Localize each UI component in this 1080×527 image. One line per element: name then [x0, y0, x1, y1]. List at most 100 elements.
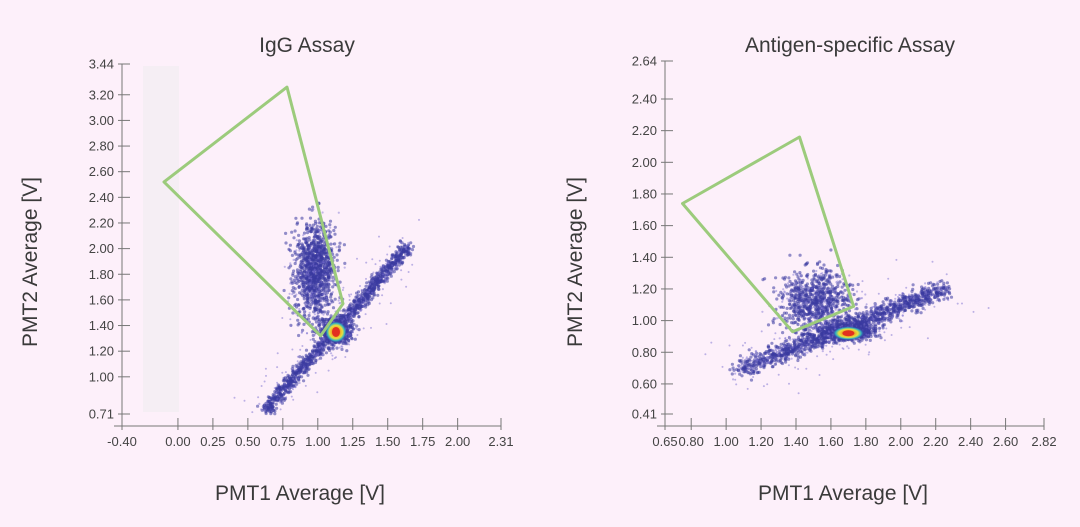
- outlier-point: [348, 343, 351, 346]
- data-point: [317, 221, 321, 225]
- data-point: [327, 285, 331, 290]
- data-point: [292, 236, 296, 240]
- data-point: [317, 276, 321, 280]
- data-point: [382, 274, 386, 278]
- data-point: [732, 378, 735, 381]
- data-point: [317, 256, 320, 259]
- data-point: [302, 245, 306, 249]
- y-tick-label: 3.00: [89, 113, 114, 128]
- data-point: [284, 241, 288, 245]
- data-point: [326, 257, 330, 261]
- data-point: [305, 272, 308, 275]
- data-point: [336, 265, 340, 269]
- data-point: [320, 292, 324, 297]
- data-point: [316, 249, 320, 253]
- data-point: [315, 258, 320, 263]
- data-point: [335, 346, 339, 350]
- data-point: [309, 354, 314, 358]
- data-point: [406, 244, 409, 247]
- data-point: [330, 247, 334, 251]
- data-point: [273, 412, 277, 416]
- data-point: [308, 359, 312, 363]
- data-point: [318, 249, 321, 253]
- data-point: [298, 286, 301, 289]
- outlier-point: [349, 314, 352, 317]
- data-point: [306, 290, 309, 293]
- outlier-point: [356, 257, 358, 260]
- data-point: [313, 219, 317, 223]
- y-tick-label: 1.80: [632, 186, 657, 201]
- data-point: [269, 409, 273, 414]
- data-point: [343, 266, 346, 269]
- data-point: [338, 313, 342, 317]
- data-point: [381, 288, 384, 291]
- outlier-point: [350, 293, 353, 296]
- data-point: [392, 270, 396, 274]
- data-point: [328, 219, 333, 223]
- data-point: [295, 249, 298, 252]
- data-point: [320, 305, 324, 309]
- data-point: [296, 323, 300, 327]
- data-point: [298, 265, 302, 269]
- data-point: [321, 261, 324, 264]
- data-point: [303, 367, 306, 370]
- data-point: [296, 256, 300, 260]
- outlier-point: [299, 348, 302, 351]
- data-point: [293, 279, 297, 282]
- data-point: [297, 285, 301, 289]
- outlier-point: [306, 332, 308, 335]
- y-tick-label: 2.40: [632, 91, 657, 106]
- data-point: [321, 287, 325, 291]
- data-point: [319, 356, 323, 360]
- data-point: [745, 357, 748, 360]
- data-point: [296, 242, 300, 247]
- data-point: [311, 301, 314, 304]
- data-point: [305, 370, 309, 374]
- outlier-point: [401, 237, 404, 239]
- data-point: [264, 411, 268, 416]
- data-point: [383, 282, 386, 285]
- outlier-point: [369, 283, 372, 285]
- data-point: [326, 289, 329, 292]
- data-point: [324, 339, 328, 343]
- data-point: [369, 298, 374, 302]
- x-tick-label: 1.50: [375, 434, 400, 449]
- data-point: [329, 242, 333, 246]
- data-point: [292, 258, 295, 261]
- data-point: [303, 264, 307, 268]
- data-point: [307, 313, 311, 318]
- outlier-point: [356, 328, 359, 331]
- data-point: [297, 277, 300, 280]
- outlier-point: [331, 354, 334, 357]
- data-point: [262, 409, 265, 412]
- y-tick-label: 2.20: [632, 123, 657, 138]
- data-point: [297, 233, 301, 237]
- data-point: [930, 284, 935, 288]
- outlier-point: [290, 395, 293, 398]
- data-point: [360, 291, 364, 296]
- data-point: [355, 311, 359, 315]
- outlier-point: [338, 346, 341, 349]
- data-point: [271, 408, 275, 412]
- data-point: [288, 249, 292, 253]
- data-point: [302, 322, 306, 326]
- data-point: [384, 268, 388, 272]
- data-point: [366, 303, 370, 307]
- data-point: [390, 253, 394, 257]
- data-point: [269, 402, 273, 406]
- x-axis-title: PMT1 Average [V]: [215, 482, 385, 505]
- shaded-band: [143, 66, 179, 412]
- y-tick-label: 0.60: [632, 376, 657, 391]
- data-point: [901, 314, 904, 317]
- data-point: [311, 337, 315, 341]
- outlier-point: [386, 278, 389, 281]
- data-point: [348, 325, 352, 329]
- data-point: [302, 234, 305, 237]
- outlier-point: [265, 374, 267, 377]
- data-point: [894, 297, 897, 300]
- data-point: [292, 367, 295, 370]
- outlier-point: [233, 396, 236, 399]
- x-tick-label: 2.60: [993, 434, 1018, 449]
- y-tick-label: 2.00: [632, 155, 657, 170]
- data-point: [304, 304, 307, 307]
